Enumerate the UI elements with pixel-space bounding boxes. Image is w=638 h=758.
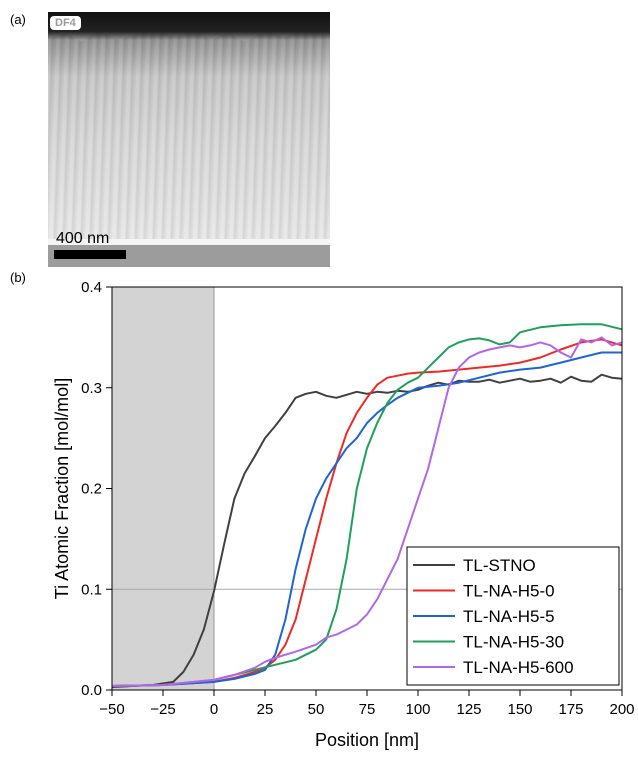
substrate-interface xyxy=(48,239,330,245)
x-tick-label: 50 xyxy=(308,701,325,718)
scale-bar-label: 400 nm xyxy=(56,230,110,247)
y-tick-label: 0.1 xyxy=(81,581,102,598)
series-line-tl-stno xyxy=(111,373,623,688)
df4-badge: DF4 xyxy=(50,16,81,30)
x-tick-label: 25 xyxy=(257,701,274,718)
df4-micrograph: DF4 400 nm xyxy=(48,12,330,267)
x-tick-label: 150 xyxy=(507,701,532,718)
series-line-tl-na-h5-30 xyxy=(111,323,623,687)
shaded-region xyxy=(112,287,214,690)
x-tick-label: −25 xyxy=(150,701,175,718)
legend-label: TL-NA-H5-30 xyxy=(463,633,564,652)
ti-fraction-chart: −50 −25 0 25 50 75 100 125 150 175 200 0.0 0.1 0.2 0.3… xyxy=(52,279,635,750)
y-tick-label: 0.2 xyxy=(81,481,102,498)
series-line-tl-na-h5-600 xyxy=(111,336,623,687)
x-axis-label: Position [nm] xyxy=(315,730,419,750)
top-dark-region xyxy=(48,12,330,40)
panel-a-label: (a) xyxy=(10,12,26,27)
x-tick-label: 75 xyxy=(359,701,376,718)
y-tick-label: 0.0 xyxy=(81,682,102,699)
y-tick-label: 0.3 xyxy=(81,380,102,397)
series-line-tl-na-h5-5 xyxy=(111,351,622,687)
scale-bar xyxy=(54,250,126,259)
x-tick-label: −50 xyxy=(99,701,124,718)
x-tick-label: 175 xyxy=(558,701,583,718)
film-layer xyxy=(48,28,330,242)
panel-b-label: (b) xyxy=(10,270,26,285)
x-tick-label: 125 xyxy=(456,701,481,718)
y-tick-label: 0.4 xyxy=(81,279,102,296)
x-tick-label: 0 xyxy=(210,701,218,718)
x-tick-label: 100 xyxy=(405,701,430,718)
legend-label: TL-NA-H5-5 xyxy=(463,607,555,626)
legend-label: TL-STNO xyxy=(463,556,536,575)
legend-label: TL-NA-H5-600 xyxy=(463,658,574,677)
y-axis-label: Ti Atomic Fraction [mol/mol] xyxy=(52,378,72,599)
legend-label: TL-NA-H5-0 xyxy=(463,582,555,601)
x-tick-label: 200 xyxy=(609,701,634,718)
